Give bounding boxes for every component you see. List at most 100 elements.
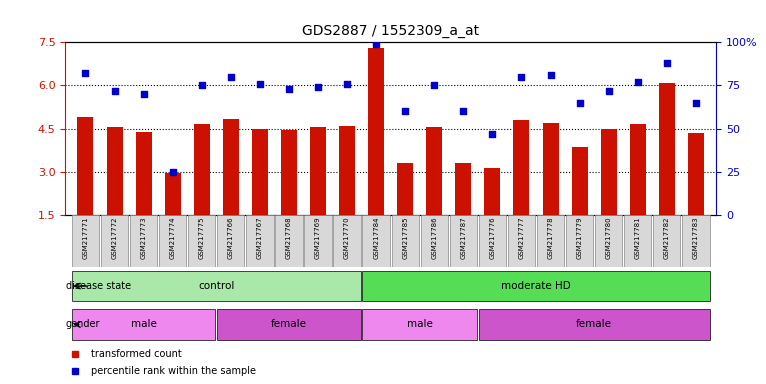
Text: GSM217787: GSM217787 — [460, 217, 466, 259]
Bar — [333, 215, 361, 267]
Text: GSM217778: GSM217778 — [548, 217, 554, 259]
Point — [486, 131, 499, 137]
Point — [516, 74, 528, 80]
Point — [254, 81, 266, 87]
Text: GDS2887 / 1552309_a_at: GDS2887 / 1552309_a_at — [302, 24, 480, 38]
Text: disease state: disease state — [66, 281, 131, 291]
Bar — [130, 215, 157, 267]
Text: GSM217767: GSM217767 — [257, 217, 263, 259]
Bar — [450, 215, 477, 267]
Bar — [101, 215, 128, 267]
Bar — [688, 133, 704, 215]
Bar — [252, 129, 268, 215]
Bar — [398, 163, 413, 215]
Text: GSM217777: GSM217777 — [519, 217, 525, 259]
Bar — [601, 129, 617, 215]
Text: GSM217785: GSM217785 — [402, 217, 408, 259]
Bar — [159, 215, 186, 267]
Bar — [455, 163, 471, 215]
Bar — [595, 215, 622, 267]
Text: GSM217771: GSM217771 — [83, 217, 88, 259]
Point — [341, 81, 353, 87]
Text: female: female — [576, 319, 612, 329]
Point — [545, 72, 557, 78]
Bar — [513, 120, 529, 215]
Text: GSM217786: GSM217786 — [431, 217, 437, 259]
Text: moderate HD: moderate HD — [501, 281, 571, 291]
Bar — [659, 83, 675, 215]
Bar — [571, 147, 588, 215]
Text: control: control — [198, 281, 234, 291]
Point — [312, 84, 324, 90]
Bar — [566, 215, 593, 267]
Text: male: male — [131, 319, 156, 329]
Point — [603, 88, 615, 94]
Text: GSM217770: GSM217770 — [344, 217, 350, 259]
Point — [166, 169, 178, 175]
Bar — [508, 215, 535, 267]
Text: GSM217779: GSM217779 — [577, 217, 583, 259]
Bar — [246, 215, 273, 267]
Bar — [362, 215, 390, 267]
Point — [399, 108, 411, 114]
Bar — [421, 215, 448, 267]
Bar — [310, 127, 326, 215]
Text: transformed count: transformed count — [91, 349, 182, 359]
Bar — [106, 127, 123, 215]
Bar — [542, 123, 558, 215]
Bar — [72, 271, 361, 301]
Bar — [630, 124, 646, 215]
Point — [370, 41, 382, 47]
Text: GSM217772: GSM217772 — [112, 217, 117, 259]
Point — [195, 83, 208, 89]
Bar — [426, 127, 442, 215]
Bar — [136, 131, 152, 215]
Text: GSM217773: GSM217773 — [141, 217, 146, 259]
Point — [457, 108, 470, 114]
Bar — [275, 215, 303, 267]
Bar — [188, 215, 215, 267]
Bar — [624, 215, 651, 267]
Point — [137, 91, 149, 97]
Bar — [77, 117, 93, 215]
Bar — [223, 119, 239, 215]
Bar — [537, 215, 565, 267]
Point — [109, 88, 121, 94]
Bar — [484, 167, 500, 215]
Bar — [479, 215, 506, 267]
Point — [224, 74, 237, 80]
Bar — [479, 309, 709, 340]
Point — [428, 83, 440, 89]
Text: GSM217781: GSM217781 — [635, 217, 640, 259]
Text: GSM217780: GSM217780 — [606, 217, 612, 259]
Text: GSM217768: GSM217768 — [286, 217, 292, 259]
Bar — [391, 215, 419, 267]
Text: percentile rank within the sample: percentile rank within the sample — [91, 366, 256, 376]
Point — [660, 60, 673, 66]
Point — [283, 86, 295, 92]
Text: GSM217775: GSM217775 — [198, 217, 205, 259]
Text: GSM217769: GSM217769 — [315, 217, 321, 259]
Text: gender: gender — [66, 319, 100, 329]
Text: GSM217774: GSM217774 — [169, 217, 175, 259]
Bar — [194, 124, 210, 215]
Point — [689, 100, 702, 106]
Point — [80, 70, 92, 76]
Bar — [217, 215, 244, 267]
Text: GSM217766: GSM217766 — [228, 217, 234, 259]
Text: male: male — [407, 319, 433, 329]
Bar — [362, 309, 477, 340]
Text: female: female — [271, 319, 307, 329]
Bar — [653, 215, 680, 267]
Bar — [217, 309, 361, 340]
Bar — [72, 309, 215, 340]
Point — [632, 79, 644, 85]
Bar — [683, 215, 709, 267]
Point — [574, 100, 586, 106]
Text: GSM217783: GSM217783 — [693, 217, 699, 259]
Bar — [368, 48, 384, 215]
Text: GSM217784: GSM217784 — [373, 217, 379, 259]
Bar — [72, 215, 99, 267]
Bar — [362, 271, 709, 301]
Bar — [165, 173, 181, 215]
